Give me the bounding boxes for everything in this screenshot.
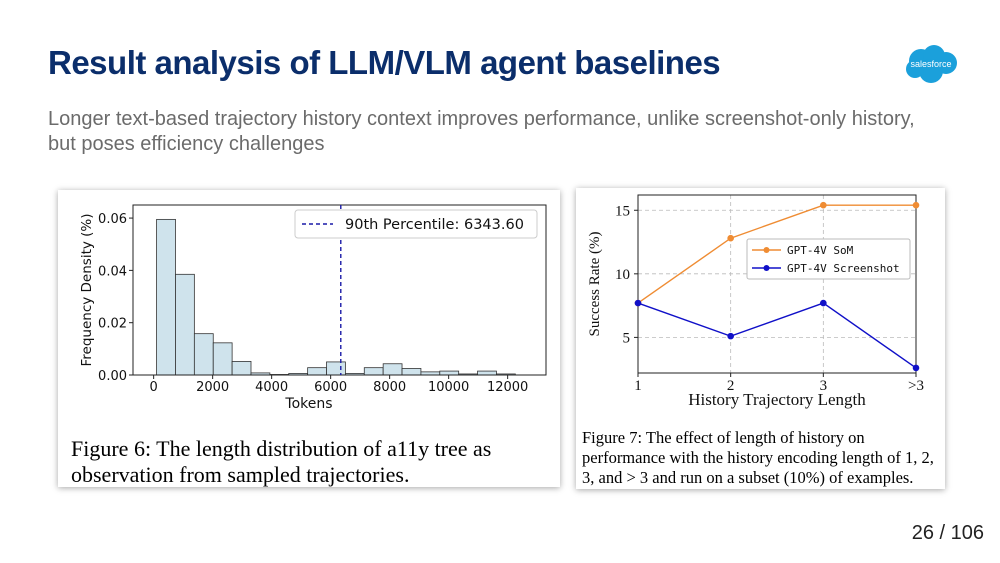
hist-bar-13 <box>401 368 422 376</box>
slide-title: Result analysis of LLM/VLM agent baselin… <box>48 44 721 81</box>
legend-label-0: GPT-4V SoM <box>787 244 854 257</box>
x-tick-label: 12000 <box>487 380 528 395</box>
hist-bar-1 <box>175 273 195 376</box>
y-axis-label: Success Rate (%) <box>587 232 603 337</box>
salesforce-logo: salesforce <box>903 44 959 84</box>
x-tick-label: 8000 <box>373 380 406 395</box>
x-tick-label: 0 <box>150 380 158 395</box>
line-chart: 5 10 15 1 2 3 >3 GPT-4V SoM GPT-4V Screenshot His… <box>587 194 924 409</box>
legend-marker-0 <box>763 247 770 253</box>
y-tick-label: 0.00 <box>98 369 127 384</box>
x-tick-label: 10000 <box>428 380 469 395</box>
legend: GPT-4V SoM GPT-4V Screenshot <box>746 238 911 280</box>
legend-box <box>294 209 538 239</box>
x-tick-label: 6000 <box>314 380 347 395</box>
plot-frame <box>132 204 547 376</box>
series-line-1 <box>637 302 917 369</box>
y-tick-label: 5 <box>623 330 631 346</box>
x-axis-label: History Trajectory Length <box>688 390 866 409</box>
series-0-point <box>727 234 734 242</box>
legend-marker-1 <box>763 265 770 271</box>
series-line-0 <box>637 204 916 304</box>
series-1-point <box>912 364 920 372</box>
hist-bar-2 <box>193 333 214 376</box>
series-0-point <box>912 201 920 209</box>
series-0-point <box>820 201 827 209</box>
x-tick-label: 4000 <box>255 380 288 395</box>
histogram-chart: 0 2000 4000 6000 8000 10000 12000 0.00 0.02 0.04 0… <box>79 204 547 412</box>
slide-subtitle: Longer text-based trajectory history con… <box>48 108 915 155</box>
figure7-caption: Figure 7: The effect of length of histor… <box>582 428 934 487</box>
y-tick-label: 10 <box>615 267 630 283</box>
hist-bar-11 <box>363 367 384 376</box>
x-axis-label: Tokens <box>284 396 332 412</box>
y-tick-label: 0.06 <box>98 212 127 227</box>
hist-bar-8 <box>307 367 327 376</box>
hist-bar-3 <box>212 342 233 376</box>
y-tick-label: 15 <box>615 203 630 219</box>
figure7-card: 5 10 15 1 2 3 >3 GPT-4V SoM GPT-4V Screenshot His… <box>576 188 945 489</box>
hist-bar-0 <box>156 218 176 376</box>
legend-box <box>746 238 911 280</box>
hist-bar-12 <box>382 363 403 376</box>
x-tick-label: >3 <box>908 378 924 394</box>
legend: 90th Percentile: 6343.60 <box>294 209 538 239</box>
y-tick-label: 0.04 <box>98 264 127 279</box>
figure6-caption: Figure 6: The length distribution of a11… <box>71 436 492 487</box>
legend-label-1: GPT-4V Screenshot <box>787 262 900 275</box>
y-axis-label: Frequency Density (%) <box>79 213 95 366</box>
series-1-point <box>634 299 642 307</box>
series-1-point <box>820 299 827 307</box>
logo-text: salesforce <box>910 59 951 69</box>
x-tick-label: 1 <box>634 378 642 394</box>
cloud-icon <box>906 45 957 83</box>
x-tick-label: 2 <box>727 378 735 394</box>
plot-frame <box>637 194 917 374</box>
figure6-card: 0 2000 4000 6000 8000 10000 12000 0.00 0.02 0.04 0… <box>58 190 560 487</box>
hist-bar-4 <box>231 360 252 376</box>
y-tick-label: 0.02 <box>98 317 127 332</box>
page-number: 26 / 106 <box>911 522 984 544</box>
legend-label: 90th Percentile: 6343.60 <box>345 217 524 233</box>
x-tick-label: 2000 <box>196 380 229 395</box>
hist-bar-17 <box>477 370 497 376</box>
series-1-point <box>727 332 734 340</box>
hist-bar-9 <box>326 361 346 376</box>
hist-bar-15 <box>439 370 460 376</box>
x-tick-label: 3 <box>820 378 828 394</box>
